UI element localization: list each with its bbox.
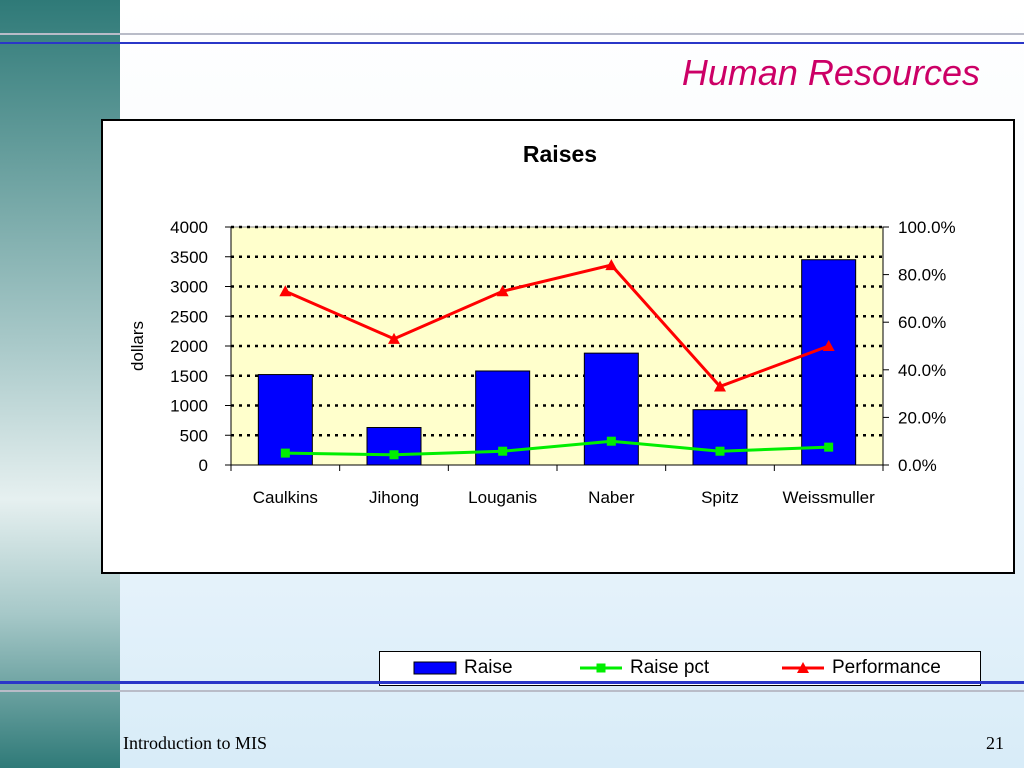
y-axis-label: dollars (128, 321, 147, 371)
y-tick-label-left: 1500 (170, 367, 208, 386)
left-decorative-bar (0, 0, 120, 768)
y-tick-label-right: 0.0% (898, 456, 937, 475)
x-tick-label: Caulkins (253, 488, 318, 507)
y-tick-label-left: 0 (199, 456, 208, 475)
bar-raise (257, 374, 313, 466)
bar-raise (692, 409, 748, 466)
bar-raise (801, 259, 857, 466)
marker-raise-pct (715, 446, 725, 456)
x-tick-label: Naber (588, 488, 635, 507)
y-tick-label-right: 100.0% (898, 218, 956, 237)
bottom-divider-blue (0, 681, 1024, 684)
top-divider-gray (0, 33, 1024, 35)
marker-raise-pct (606, 436, 616, 446)
y-tick-label-left: 1000 (170, 397, 208, 416)
y-tick-label-right: 20.0% (898, 408, 946, 427)
marker-performance (822, 340, 835, 351)
line-raise-pct (285, 439, 829, 457)
y-tick-label-left: 2500 (170, 307, 208, 326)
marker-raise-pct (498, 446, 508, 456)
y-tick-label-left: 2000 (170, 337, 208, 356)
x-tick-label: Spitz (701, 488, 739, 507)
top-divider-blue (0, 42, 1024, 44)
y-tick-label-left: 4000 (170, 218, 208, 237)
legend-label: Raise (464, 657, 513, 678)
footer-course-name: Introduction to MIS (123, 733, 267, 753)
legend-swatch (782, 662, 824, 673)
y-tick-label-right: 80.0% (898, 266, 946, 285)
slide-title: Human Resources (681, 52, 980, 93)
y-tick-label-left: 3500 (170, 248, 208, 267)
chart-legend: Raise Raise pct Performance (379, 651, 981, 686)
marker-performance (605, 259, 618, 271)
y-tick-label-left: 3000 (170, 278, 208, 297)
line-performance (284, 263, 830, 389)
x-tick-label: Weissmuller (783, 488, 876, 507)
bar-raise (366, 427, 422, 466)
footer-page-number: 21 (986, 733, 1004, 753)
y-tick-label-right: 60.0% (898, 313, 946, 332)
legend-swatch (413, 661, 457, 675)
chart-title: Raises (523, 141, 597, 167)
marker-raise-pct (389, 450, 399, 460)
marker-raise-pct (824, 442, 834, 452)
x-tick-label: Jihong (369, 488, 419, 507)
bottom-divider-gray (0, 690, 1024, 692)
plot-area (230, 226, 884, 466)
y-tick-label-left: 500 (180, 426, 208, 445)
legend-swatch (580, 663, 622, 673)
marker-performance (279, 285, 292, 297)
marker-raise-pct (280, 448, 290, 458)
chart-frame: Raises 0 500 1000 1500 2000 2500 3000 3500 4000 0.… (101, 119, 1015, 686)
marker-performance (714, 380, 726, 392)
bar-raise (583, 352, 639, 466)
raises-chart: Raises 0 500 1000 1500 2000 2500 3000 3500 4000 0.… (128, 141, 956, 507)
marker-performance (496, 285, 509, 297)
x-tick-label: Louganis (468, 488, 537, 507)
legend-label: Raise pct (630, 657, 710, 678)
marker-performance (388, 332, 400, 344)
legend-label: Performance (832, 657, 941, 678)
y-tick-label-right: 40.0% (898, 361, 946, 380)
